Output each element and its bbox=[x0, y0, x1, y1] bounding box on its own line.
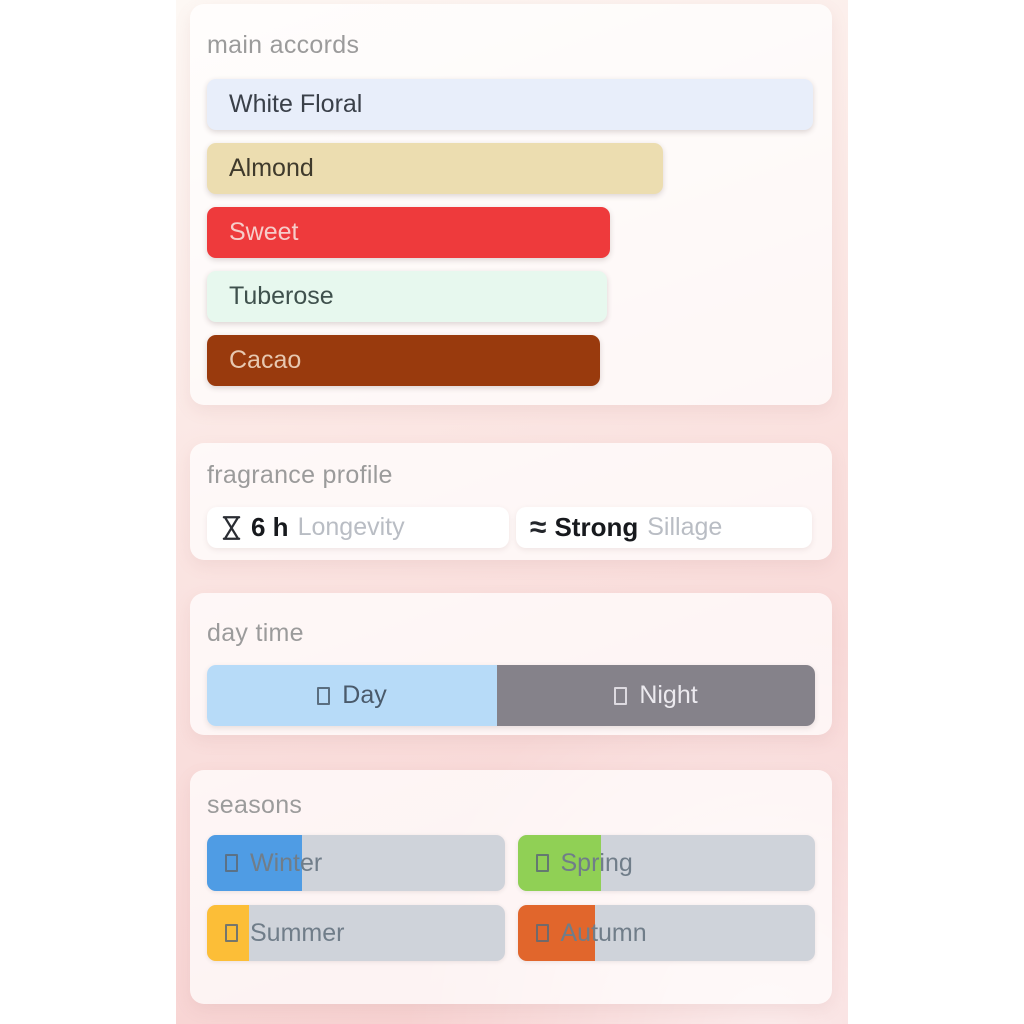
sillage-pill: ≈ Strong Sillage bbox=[516, 507, 812, 548]
accord-bar-cacao: Cacao bbox=[207, 335, 600, 386]
spring-icon bbox=[535, 854, 549, 872]
season-fill-winter bbox=[207, 835, 303, 891]
hourglass-icon bbox=[221, 515, 242, 541]
season-label-winter: Winter bbox=[207, 835, 505, 891]
season-fill-summer bbox=[207, 905, 249, 961]
accord-bar-tuberose: Tuberose bbox=[207, 271, 608, 322]
daytime-segment-label: Night bbox=[639, 681, 698, 709]
season-label-summer: Summer bbox=[207, 905, 505, 961]
daytime-segment-day[interactable]: Day bbox=[207, 665, 498, 726]
profile-pill-row: 6 h Longevity ≈ Strong Sillage bbox=[207, 507, 815, 548]
seasons-title: seasons bbox=[207, 791, 303, 819]
seasons-card: seasons Winter Spring Summer Autumn bbox=[190, 770, 832, 1004]
longevity-value: 6 h bbox=[251, 512, 289, 542]
season-bar-winter[interactable]: Winter bbox=[207, 835, 505, 891]
season-label-spring: Spring bbox=[518, 835, 816, 891]
season-label-autumn: Autumn bbox=[518, 905, 816, 961]
season-fill-spring bbox=[517, 835, 601, 891]
season-grid: Winter Spring Summer Autumn bbox=[207, 835, 815, 961]
season-bar-spring[interactable]: Spring bbox=[517, 835, 816, 891]
accord-bar-sweet: Sweet bbox=[207, 207, 611, 258]
fragrance-profile-title: fragrance profile bbox=[207, 461, 393, 489]
main-accords-title: main accords bbox=[207, 31, 360, 59]
waves-icon: ≈ bbox=[530, 510, 547, 544]
main-accords-card: main accords White Floral Almond Sweet Tube… bbox=[190, 4, 832, 405]
app-scroll-area[interactable]: main accords White Floral Almond Sweet Tube… bbox=[176, 0, 848, 1024]
sillage-label: Sillage bbox=[647, 513, 723, 541]
daytime-bar: Day Night bbox=[207, 665, 815, 726]
accords-list: White Floral Almond Sweet Tuberose Cacao bbox=[207, 79, 815, 386]
longevity-pill: 6 h Longevity bbox=[207, 507, 509, 548]
longevity-label: Longevity bbox=[297, 513, 405, 541]
accord-bar-white-floral: White Floral bbox=[207, 79, 814, 130]
season-bar-summer[interactable]: Summer bbox=[207, 905, 505, 961]
season-bar-autumn[interactable]: Autumn bbox=[517, 905, 816, 961]
autumn-icon bbox=[535, 924, 549, 942]
season-label-text: Autumn bbox=[560, 918, 647, 947]
daytime-segment-label: Day bbox=[342, 681, 387, 709]
day-time-card: day time Day Night bbox=[190, 593, 832, 735]
season-label-text: Summer bbox=[250, 918, 345, 947]
season-label-text: Spring bbox=[560, 848, 633, 877]
sillage-value: Strong bbox=[554, 512, 639, 542]
season-label-text: Winter bbox=[250, 848, 323, 877]
winter-icon bbox=[225, 854, 238, 872]
accord-bar-almond: Almond bbox=[207, 143, 663, 194]
day-time-title: day time bbox=[207, 619, 304, 647]
season-fill-autumn bbox=[517, 905, 595, 961]
fragrance-profile-card: fragrance profile 6 h Longevity ≈ Strong… bbox=[190, 443, 832, 560]
night-icon bbox=[614, 686, 628, 705]
summer-icon bbox=[225, 924, 238, 942]
daytime-segment-night[interactable]: Night bbox=[497, 665, 815, 726]
day-icon bbox=[317, 686, 331, 705]
